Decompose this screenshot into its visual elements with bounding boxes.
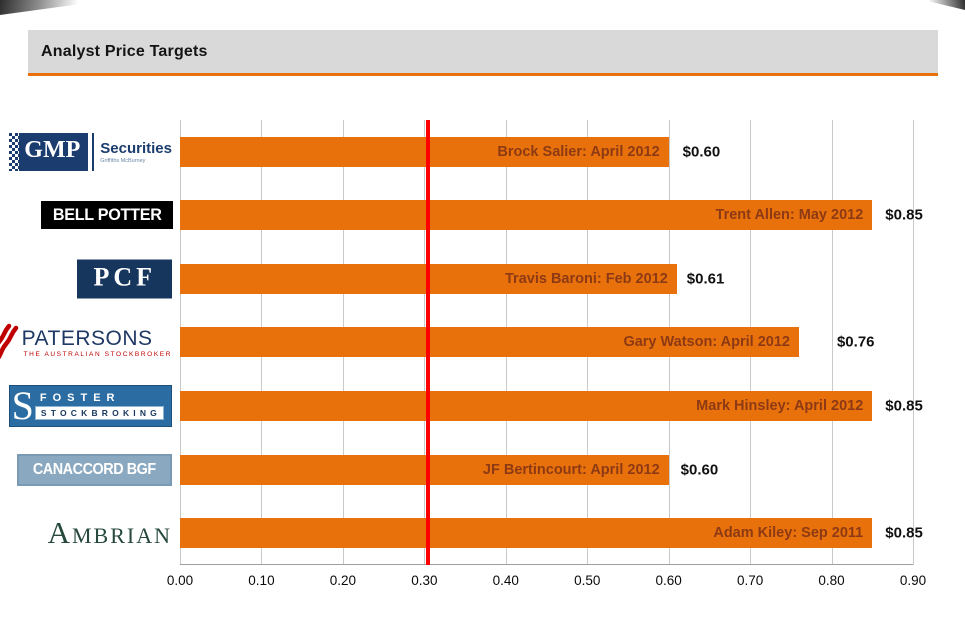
gmp-tagline-text: Griffiths McBurney xyxy=(100,157,146,164)
canaccord-text: CANACCORD BGF xyxy=(33,460,157,478)
gmp-logo-text: GMP xyxy=(24,136,81,163)
logo-canaccord-bgf: CANACCORD BGF xyxy=(17,453,172,486)
price-target-bar: Mark Hinsley: April 2012 xyxy=(180,391,873,422)
ambrian-text: Ambrian xyxy=(47,515,172,551)
chart-row: JF Bertincourt: April 2012 $0.60 xyxy=(180,438,913,502)
bar-analyst-label: Trent Allen: May 2012 xyxy=(715,207,864,224)
chart-row: Mark Hinsley: April 2012 $0.85 xyxy=(180,374,923,438)
chart-row: Adam Kiley: Sep 2011 $0.85 xyxy=(180,501,923,565)
price-target-bar: Gary Watson: April 2012 xyxy=(180,327,799,358)
logo-column: GMP Securities Griffiths McBurney BELL P… xyxy=(0,120,176,565)
gmp-checker-pattern xyxy=(9,132,20,171)
gridline xyxy=(913,120,914,565)
x-tick-label: 0.80 xyxy=(818,573,845,588)
price-target-bar: Trent Allen: May 2012 xyxy=(180,200,873,231)
patersons-wordmark: PATERSONS THE AUSTRALIAN STOCKBROKER xyxy=(22,328,172,358)
bar-analyst-label: Brock Salier: April 2012 xyxy=(497,143,660,160)
bar-analyst-label: Travis Baroni: Feb 2012 xyxy=(505,270,668,287)
bar-value-label: $0.60 xyxy=(680,461,719,479)
logo-foster-stockbroking: S FOSTER STOCKBROKING xyxy=(8,383,172,429)
foster-text: FOSTER xyxy=(39,392,121,405)
page-title: Analyst Price Targets xyxy=(41,42,208,60)
x-tick-label: 0.70 xyxy=(736,573,764,588)
bar-value-label: $0.85 xyxy=(885,206,923,224)
plot-area: Brock Salier: April 2012 $0.60 Trent Allen… xyxy=(180,120,923,565)
logo-gmp-securities: GMP Securities Griffiths McBurney xyxy=(9,132,172,171)
x-tick-label: 0.30 xyxy=(411,573,438,588)
corner-decoration-left xyxy=(0,0,110,15)
chart-row: Brock Salier: April 2012 $0.60 xyxy=(180,120,913,184)
gmp-logo-box: GMP xyxy=(9,132,89,171)
bar-value-label: $0.60 xyxy=(682,143,721,161)
x-axis-tick-labels: 0.00 0.10 0.20 0.30 0.40 0.50 0.60 0.70 0.80 0.90 xyxy=(167,573,926,595)
logo-patersons: PATERSONS THE AUSTRALIAN STOCKBROKER xyxy=(0,323,172,363)
x-axis-line xyxy=(180,564,913,565)
price-target-bar: JF Bertincourt: April 2012 xyxy=(180,454,669,485)
foster-wordmark: FOSTER STOCKBROKING xyxy=(34,392,164,421)
x-tick-label: 0.90 xyxy=(899,573,927,588)
bar-analyst-label: Adam Kiley: Sep 2011 xyxy=(713,525,864,542)
x-tick-label: 0.50 xyxy=(574,573,601,588)
x-tick-label: 0.10 xyxy=(248,573,275,588)
bar-analyst-label: JF Bertincourt: April 2012 xyxy=(482,461,660,478)
chart-row: Gary Watson: April 2012 $0.76 xyxy=(180,311,913,375)
bar-analyst-label: Gary Watson: April 2012 xyxy=(623,334,790,351)
logo-ambrian: Ambrian xyxy=(48,515,172,551)
bar-value-label: $0.76 xyxy=(836,333,875,351)
bell-potter-text: BELL POTTER xyxy=(52,205,162,225)
logo-bell-potter: BELL POTTER xyxy=(40,201,174,230)
header-bar: Analyst Price Targets xyxy=(28,30,938,76)
gmp-securities-text: Securities xyxy=(100,139,172,157)
x-tick-label: 0.40 xyxy=(492,573,519,588)
x-tick-label: 0.60 xyxy=(655,573,682,588)
chart-row: Trent Allen: May 2012 $0.85 xyxy=(180,184,923,248)
x-tick-label: 0.00 xyxy=(166,573,194,588)
logo-pcf: PCF xyxy=(77,259,172,299)
patersons-text: PATERSONS xyxy=(21,326,153,350)
gmp-logo-wordmark: Securities Griffiths McBurney xyxy=(92,132,172,171)
price-target-bar: Adam Kiley: Sep 2011 xyxy=(180,518,873,549)
x-tick-label: 0.20 xyxy=(329,573,357,588)
gridline xyxy=(831,120,833,565)
patersons-tagline-text: THE AUSTRALIAN STOCKBROKER xyxy=(23,350,172,358)
bar-value-label: $0.61 xyxy=(686,270,725,288)
reference-line xyxy=(426,120,431,565)
chart-row: Travis Baroni: Feb 2012 $0.61 xyxy=(180,247,913,311)
corner-decoration-right xyxy=(923,0,965,10)
price-target-bar: Brock Salier: April 2012 xyxy=(180,136,669,167)
foster-s-icon: S xyxy=(11,383,34,429)
bar-analyst-label: Mark Hinsley: April 2012 xyxy=(696,398,864,415)
patersons-zigzag-icon xyxy=(0,323,18,359)
bar-value-label: $0.85 xyxy=(885,524,923,542)
foster-stockbroking-text: STOCKBROKING xyxy=(34,406,164,421)
bar-value-label: $0.85 xyxy=(885,397,923,415)
pcf-text: PCF xyxy=(93,262,156,292)
